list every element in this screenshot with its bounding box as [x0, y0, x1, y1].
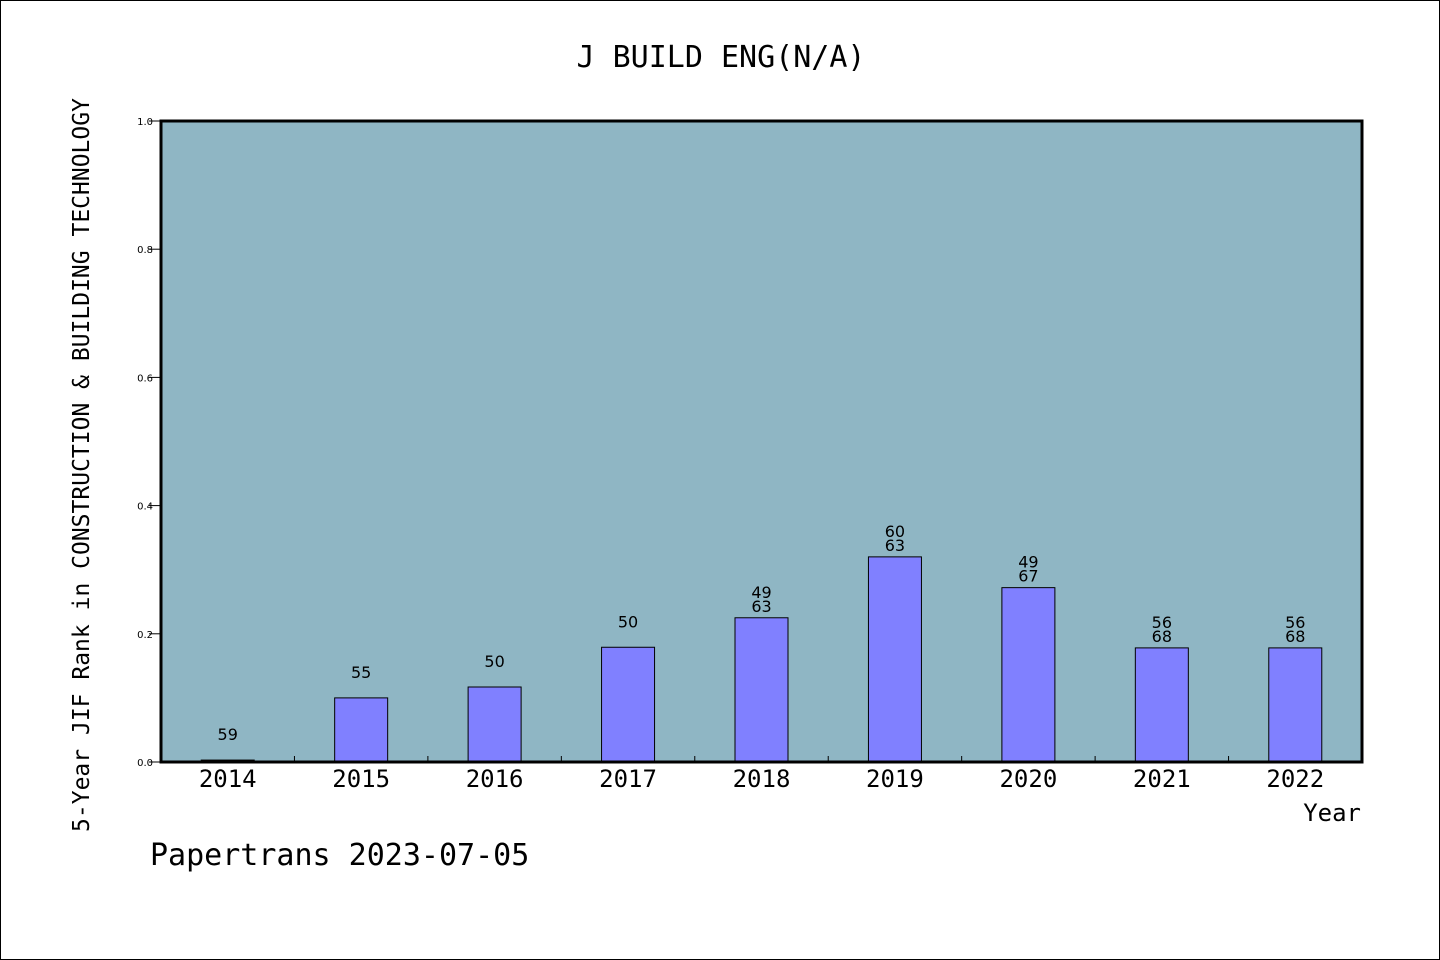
bar-2022	[1268, 647, 1323, 763]
x-tick-label: 2014	[199, 765, 257, 793]
x-tick-label: 2020	[999, 765, 1057, 793]
y-tick-label: 0.2	[137, 630, 153, 641]
x-tick-label: 2016	[466, 765, 524, 793]
y-tick-label: 0.4	[137, 502, 153, 513]
plot-border	[159, 119, 1364, 764]
bar-2017	[601, 646, 656, 763]
x-tick-label: 2015	[332, 765, 390, 793]
x-tick-label: 2018	[733, 765, 791, 793]
data-label: 68	[1152, 627, 1172, 646]
data-label: 67	[1018, 567, 1038, 586]
data-label: 50	[618, 612, 638, 631]
x-tick-label: 2019	[866, 765, 924, 793]
data-label: 68	[1285, 627, 1305, 646]
data-label: 49	[751, 583, 771, 602]
data-label: 63	[751, 597, 771, 616]
y-tick-label: 0.0	[137, 758, 153, 769]
data-label: 49	[1018, 553, 1038, 572]
bar-2021	[1134, 647, 1189, 763]
y-axis-label: 5-Year JIF Rank in CONSTRUCTION & BUILDI…	[69, 98, 95, 832]
y-tick-label: 1.0	[137, 117, 153, 128]
y-tick-label: 0.6	[137, 373, 153, 384]
data-label: 63	[885, 536, 905, 555]
data-label: 60	[885, 522, 905, 541]
bar-2020	[1001, 587, 1056, 763]
data-label: 56	[1285, 613, 1305, 632]
chart-title: J BUILD ENG(N/A)	[577, 40, 866, 75]
y-tick-label: 0.8	[137, 245, 153, 256]
bar-2018	[734, 617, 789, 763]
data-label: 50	[484, 652, 504, 671]
footer-credit: Papertrans 2023-07-05	[150, 838, 529, 873]
x-tick-label: 2022	[1266, 765, 1324, 793]
bar-2015	[334, 697, 389, 763]
bar-2019	[867, 556, 922, 763]
data-label: 59	[218, 725, 238, 744]
data-label: 55	[351, 663, 371, 682]
x-axis-label: Year	[1303, 799, 1361, 827]
bar-2016	[467, 686, 522, 763]
x-tick-label: 2017	[599, 765, 657, 793]
x-tick-label: 2021	[1133, 765, 1191, 793]
data-label: 56	[1152, 613, 1172, 632]
